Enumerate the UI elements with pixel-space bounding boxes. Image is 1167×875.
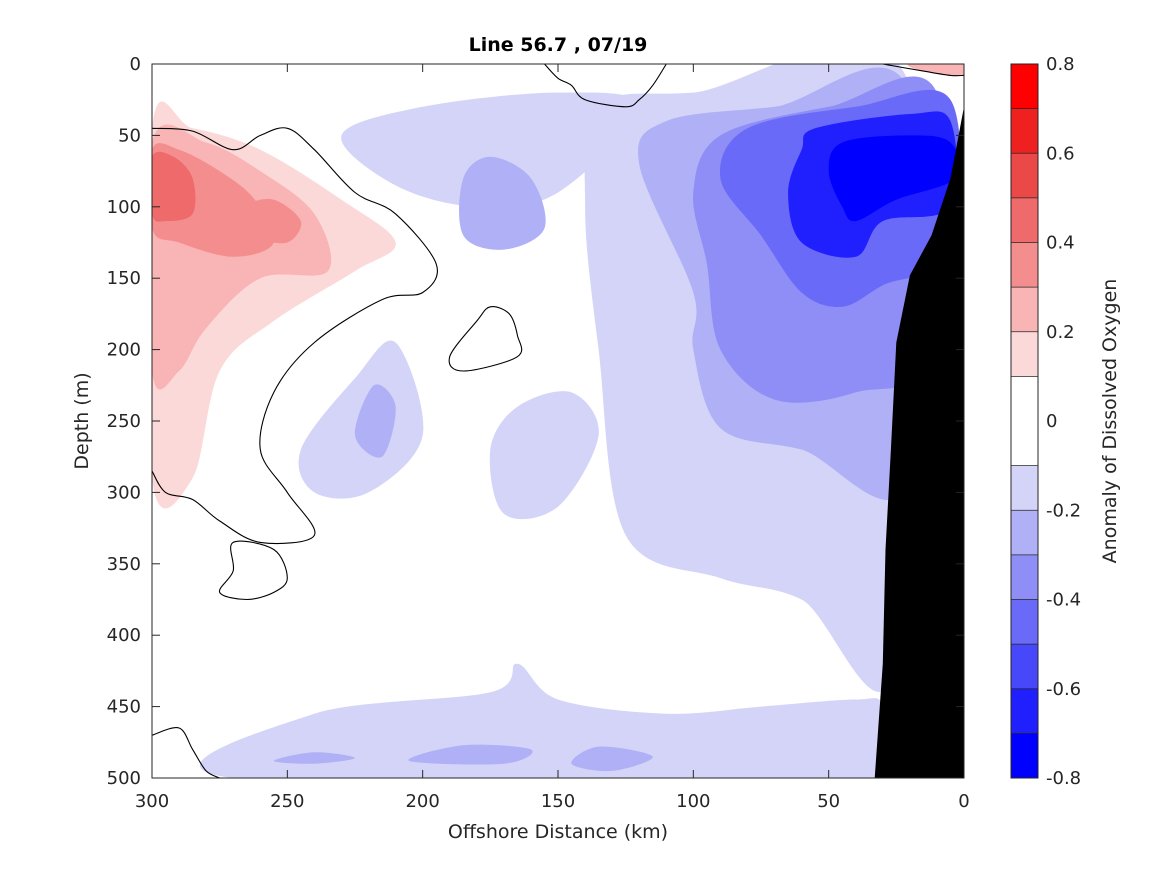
plot-area <box>151 63 965 779</box>
bathymetry <box>874 106 964 778</box>
y-tick-label: 200 <box>107 340 141 361</box>
colorbar-tick-label: 0 <box>1046 411 1057 432</box>
colorbar-tick-label: 0.4 <box>1046 233 1075 254</box>
chart-title: Line 56.7 , 07/19 <box>469 34 648 56</box>
contour-region-weak-low-west-core <box>354 384 396 458</box>
colorbar-swatch <box>1011 331 1038 377</box>
x-tick-label: 250 <box>270 791 304 812</box>
contour-region-weak-low-mid-deep <box>489 391 599 520</box>
colorbar-frame <box>1010 63 1039 779</box>
colorbar-swatch <box>1011 108 1038 154</box>
contour-region-weak-low-center <box>459 156 546 250</box>
colorbar-swatch <box>1011 242 1038 288</box>
contour-region-warm-west-lens <box>245 198 302 244</box>
colorbar-swatch <box>1011 64 1038 109</box>
x-axis: 300 250 200 150 100 50 0 <box>135 64 970 812</box>
x-tick-label: 50 <box>817 791 840 812</box>
zero-contour-zero-west <box>152 127 438 545</box>
colorbar-label: Anomaly of Dissolved Oxygen <box>1099 279 1121 564</box>
y-tick-label: 500 <box>107 768 141 789</box>
bathymetry-layer <box>874 106 964 778</box>
colorbar-swatch <box>1011 644 1038 689</box>
y-tick-label: 350 <box>107 554 141 575</box>
y-tick-label: 0 <box>130 54 141 75</box>
colorbar-swatch <box>1011 376 1038 466</box>
contour-region-warm-surface <box>907 64 964 76</box>
colorbar-tick-label: 0.8 <box>1046 54 1075 75</box>
colorbar-swatch <box>1011 197 1038 243</box>
contour-region-bottom-patch-2 <box>408 744 533 765</box>
colorbar: 0.8 0.6 0.4 0.2 0 -0.2 -0.4 -0.6 -0.8 <box>1010 54 1081 789</box>
contour-region-bottom-patch-1 <box>273 752 355 764</box>
colorbar-swatch <box>1011 465 1038 511</box>
colorbar-tick-label: -0.2 <box>1046 500 1081 521</box>
contour-region-bottom-patch-3 <box>571 746 653 772</box>
zero-contour-zero-eddy <box>448 306 523 372</box>
colorbar-swatch <box>1011 733 1038 778</box>
y-axis-label: Depth (m) <box>71 372 93 469</box>
x-tick-label: 150 <box>541 791 575 812</box>
y-tick-label: 150 <box>107 268 141 289</box>
colorbar-tick-label: -0.4 <box>1046 590 1081 611</box>
contour-region-warm-west-center <box>152 151 196 222</box>
zero-contour-zero-surface <box>544 64 667 108</box>
y-tick-label: 400 <box>107 625 141 646</box>
zero-contour-layer <box>152 64 964 778</box>
colorbar-swatch <box>1011 688 1038 734</box>
zero-contour-zero-southwest <box>152 727 220 778</box>
contour-region-weak-low-mid <box>341 92 640 208</box>
x-axis-label: Offshore Distance (km) <box>448 821 668 843</box>
colorbar-swatch <box>1011 510 1038 555</box>
x-tick-label: 100 <box>676 791 710 812</box>
zero-contour-zero-shore-surface <box>882 64 964 77</box>
y-tick-label: 250 <box>107 411 141 432</box>
colorbar-tick-label: -0.6 <box>1046 679 1081 700</box>
colorbar-tick-label: 0.2 <box>1046 322 1075 343</box>
x-tick-label: 300 <box>135 791 169 812</box>
contour-fill-layer <box>152 64 964 778</box>
x-tick-label: 0 <box>958 791 969 812</box>
x-tick-label: 200 <box>405 791 439 812</box>
colorbar-swatch <box>1011 554 1038 600</box>
y-tick-label: 300 <box>107 482 141 503</box>
zero-contour-zero-deep-loop <box>218 540 288 601</box>
colorbar-tick-label: 0.6 <box>1046 143 1075 164</box>
colorbar-tick-label: -0.8 <box>1046 768 1081 789</box>
colorbar-swatch <box>1011 599 1038 645</box>
contour-region-weak-low-bottom <box>200 663 932 778</box>
y-tick-label: 450 <box>107 697 141 718</box>
colorbar-swatch <box>1011 287 1038 332</box>
contour-region-strong-low-core <box>828 135 961 222</box>
y-axis: 0 50 100 150 200 250 300 350 400 450 500 <box>107 54 964 789</box>
colorbar-swatch <box>1011 153 1038 198</box>
y-tick-label: 50 <box>118 125 141 146</box>
y-tick-label: 100 <box>107 197 141 218</box>
